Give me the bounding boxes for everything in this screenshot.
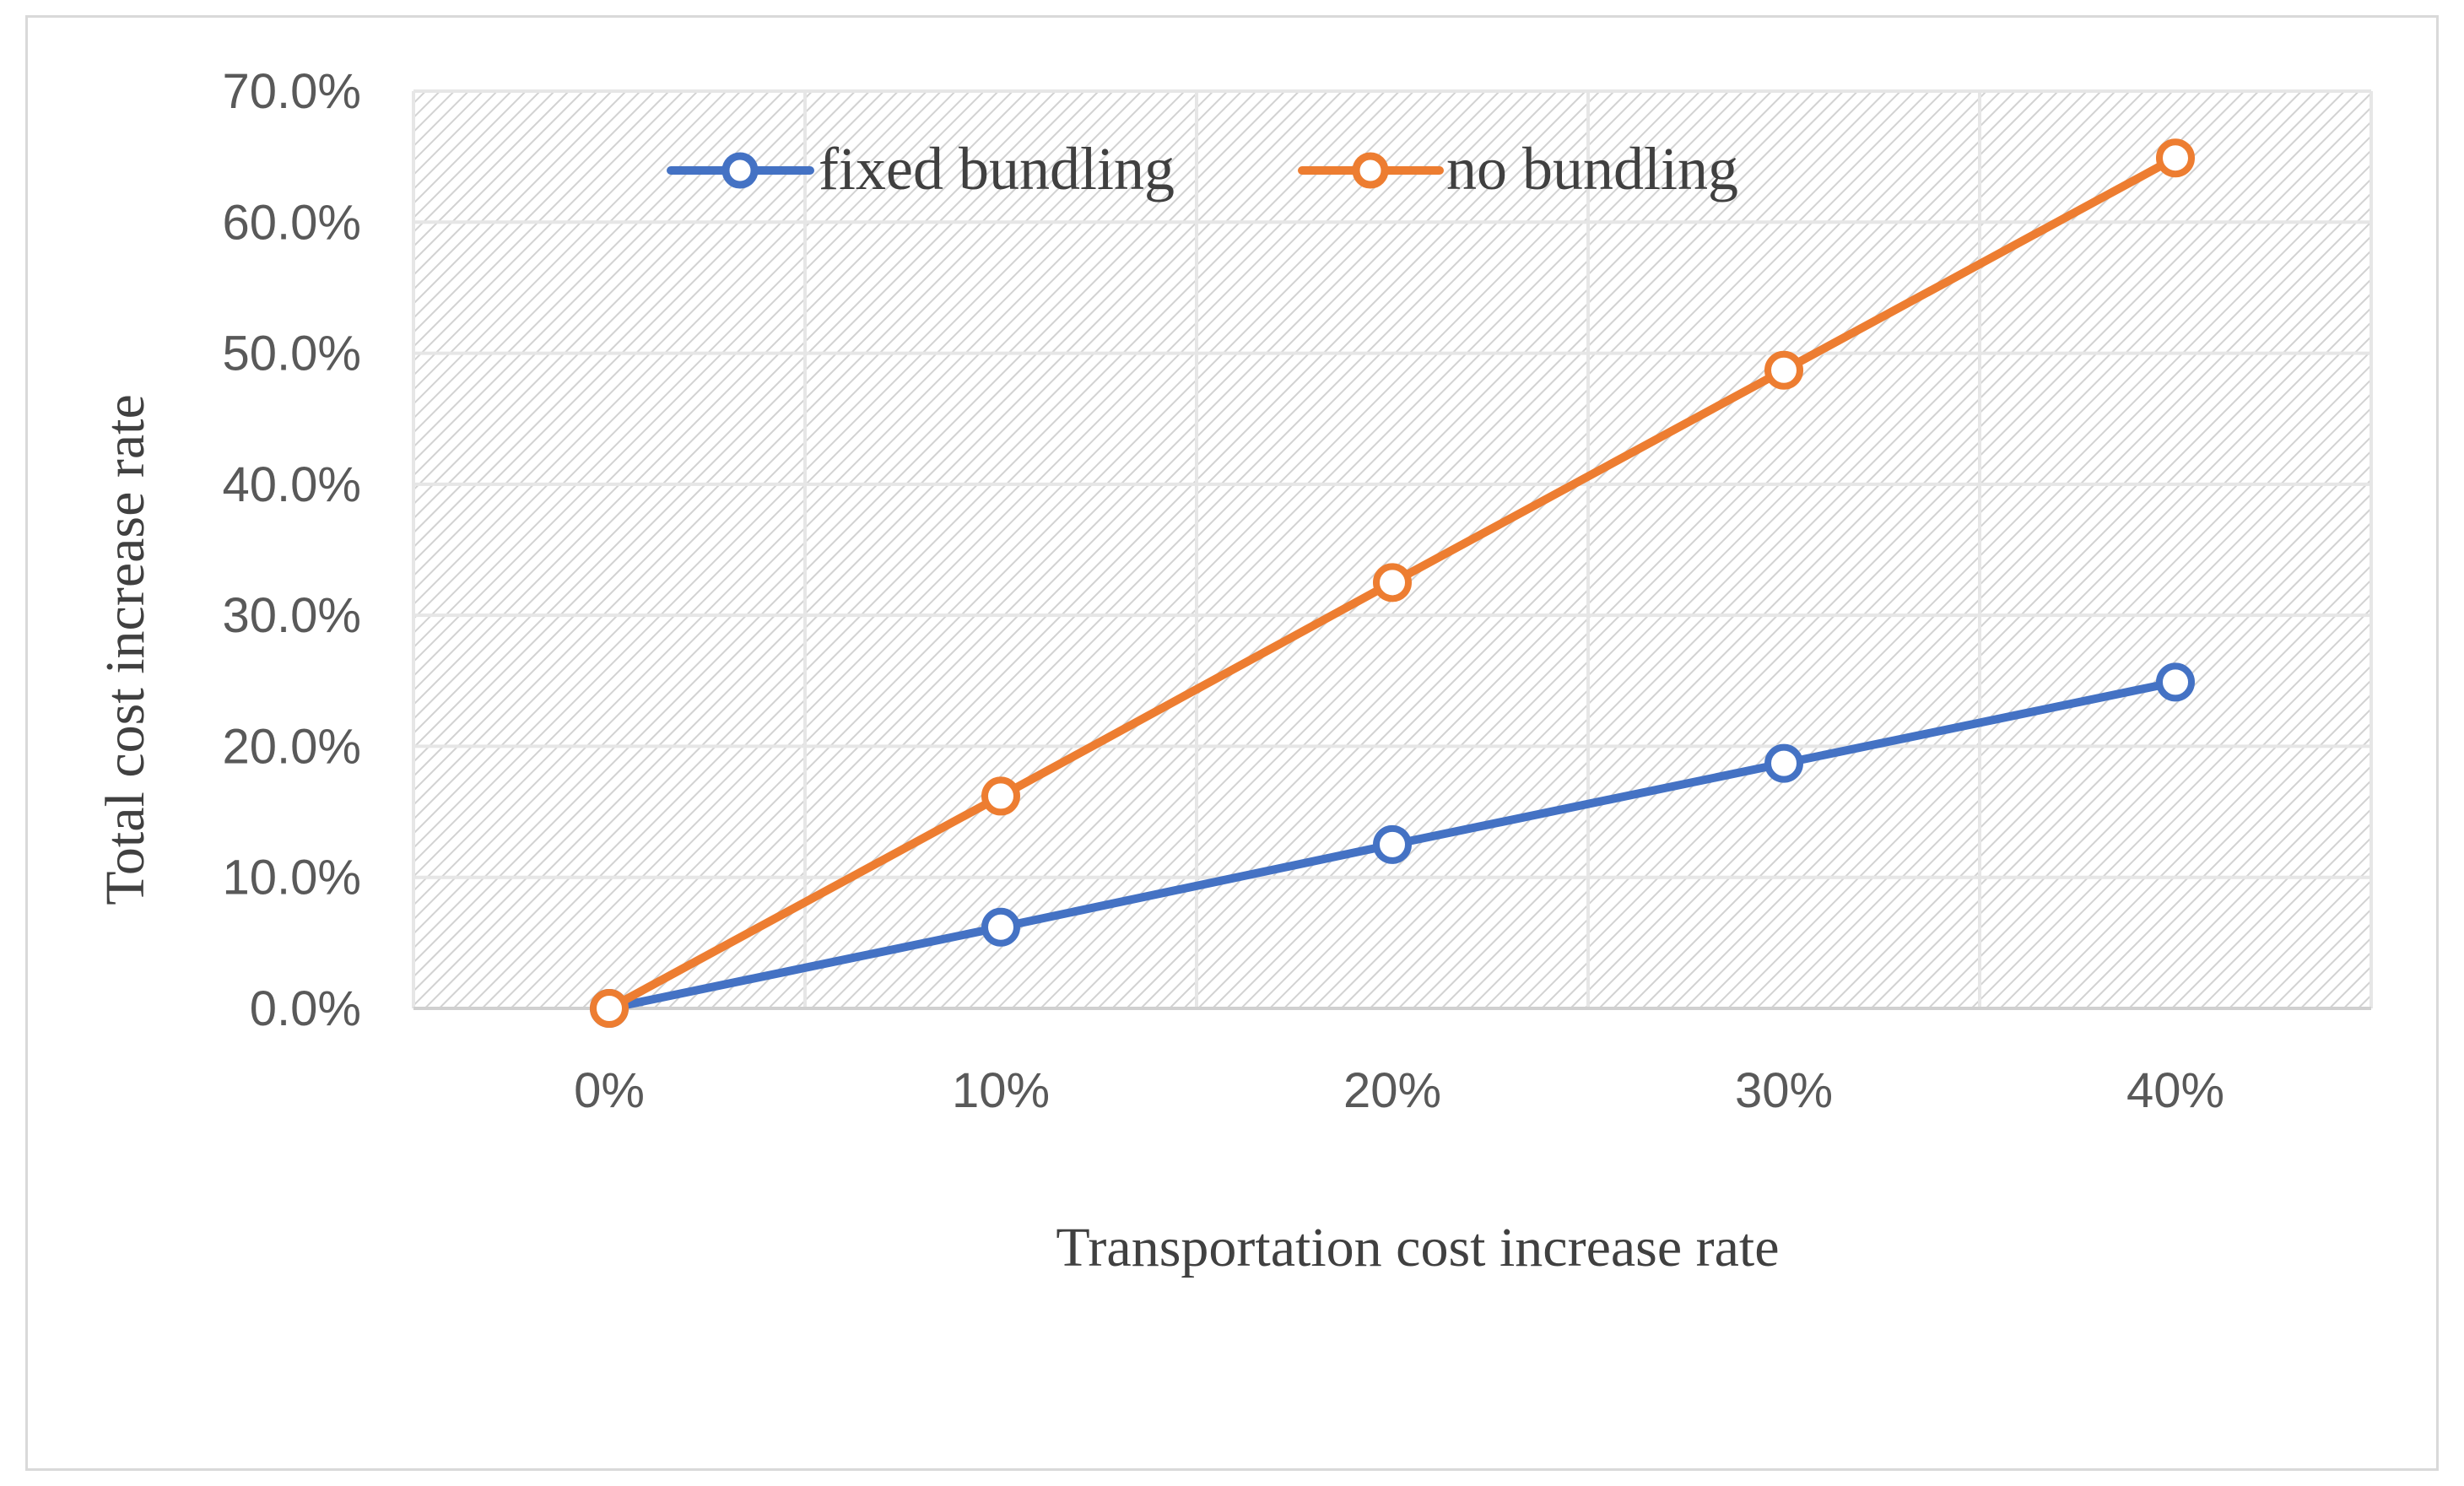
data-point-marker (590, 989, 629, 1028)
y-tick-label: 30.0% (223, 588, 361, 643)
data-point-marker (981, 776, 1020, 816)
gridlines (412, 89, 2373, 1008)
legend-label-fixed-bundling: fixed bundling (819, 135, 1175, 203)
data-point-marker (1764, 743, 1803, 783)
data-series (590, 138, 2195, 1028)
data-point-marker (2156, 662, 2195, 702)
x-tick-labels: 0% 10% 20% 30% 40% (574, 1063, 2224, 1118)
legend-swatch-marker (721, 152, 759, 189)
y-tick-label: 0.0% (250, 981, 361, 1036)
legend-swatch-marker (1352, 152, 1389, 189)
y-tick-label: 50.0% (223, 327, 361, 381)
x-tick-label: 10% (952, 1063, 1050, 1118)
x-axis-title: Transportation cost increase rate (1056, 1217, 1779, 1278)
y-tick-labels: 0.0% 10.0% 20.0% 30.0% 40.0% 50.0% 60.0% 70.0% (223, 64, 361, 1036)
y-tick-label: 70.0% (223, 64, 361, 119)
y-tick-label: 20.0% (223, 719, 361, 774)
data-point-marker (1764, 350, 1803, 390)
y-axis-title: Total cost increase rate (95, 394, 156, 905)
x-tick-label: 40% (2126, 1063, 2224, 1118)
x-tick-label: 0% (574, 1063, 645, 1118)
legend-item-fixed-bundling: fixed bundling (667, 135, 1175, 203)
series-no-bundling (590, 138, 2195, 1028)
data-point-marker (1373, 824, 1412, 864)
y-tick-label: 60.0% (223, 195, 361, 250)
data-point-marker (1373, 563, 1412, 603)
plot-area (413, 91, 2371, 1008)
x-tick-label: 30% (1735, 1063, 1833, 1118)
x-tick-label: 20% (1343, 1063, 1441, 1118)
legend-label-no-bundling: no bundling (1446, 135, 1738, 203)
legend: fixed bundling no bundling (667, 135, 1738, 203)
y-tick-label: 10.0% (223, 851, 361, 905)
legend-item-no-bundling: no bundling (1298, 135, 1738, 203)
data-point-marker (2156, 138, 2195, 178)
y-tick-label: 40.0% (223, 457, 361, 512)
data-point-marker (981, 907, 1020, 947)
